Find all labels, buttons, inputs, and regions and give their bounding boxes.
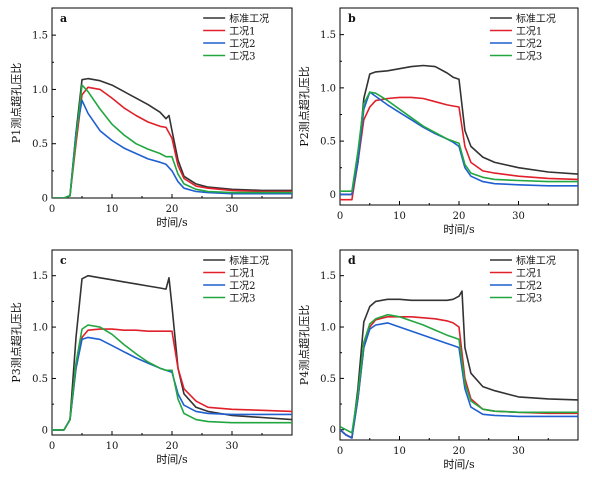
panel-a: 0 10 20 30 0 0.5 1.0 1.5 时间/s P1测点超孔压比 a 标准工况工况1工况2…: [9, 7, 293, 229]
legend-label: 标准工况: [516, 255, 556, 267]
legend-label: 工况1: [516, 26, 542, 38]
x-axis-label: 时间/s: [156, 216, 188, 229]
x-tick-label: 0: [49, 441, 55, 452]
series-line: [52, 336, 292, 431]
legend-label: 标准工况: [229, 255, 269, 267]
panel-letter: c: [60, 254, 67, 267]
y-tick-label: 0.5: [320, 374, 336, 385]
y-tick-label: 0: [42, 425, 48, 436]
panel-letter: b: [348, 12, 356, 25]
y-tick-label: 0: [42, 194, 48, 205]
x-axis-label: 时间/s: [443, 223, 475, 236]
x-tick-label: 20: [166, 441, 179, 452]
x-tick-label: 10: [106, 441, 119, 452]
series-line: [52, 99, 292, 198]
x-axis-label: 时间/s: [156, 453, 188, 466]
y-axis-label: P1测点超孔压比: [9, 63, 23, 143]
y-tick-label: 1.0: [32, 85, 48, 96]
panel-c: 0 10 20 30 0 0.5 1.0 1.5 时间/s P3测点超孔压比 c 标准工况工况1工况2…: [9, 249, 293, 466]
x-axis-label: 时间/s: [443, 458, 475, 471]
x-tick-label: 20: [453, 446, 466, 457]
y-axis-label: P3测点超孔压比: [9, 302, 23, 382]
panel-letter: d: [348, 254, 356, 267]
legend-label: 工况2: [516, 38, 542, 50]
y-tick-label: 1.5: [320, 271, 336, 282]
x-tick-label: 0: [337, 446, 343, 457]
legend-label: 工况2: [516, 280, 542, 292]
series-group: [340, 290, 578, 439]
series-line: [52, 86, 292, 198]
series-line: [52, 274, 292, 431]
y-axis-label: P2测点超孔压比: [297, 66, 311, 146]
y-tick-label: 0: [330, 425, 336, 436]
panel-b: 0 10 20 30 0 0.5 1.0 1.5 时间/s P2测点超孔压比 b 标准工况工况1工况2…: [297, 7, 579, 236]
legend-label: 工况3: [516, 293, 542, 305]
panel-d: 0 10 20 30 0 0.5 1.0 1.5 时间/s P4测点超孔压比 d 标准工况工况1工况2…: [297, 249, 579, 471]
plot-frame: [51, 249, 293, 436]
y-tick-label: 1.5: [320, 30, 336, 41]
legend-label: 工况2: [229, 280, 255, 292]
legend-label: 工况2: [229, 38, 255, 50]
y-tick-label: 1.5: [32, 271, 48, 282]
legend-label: 工况3: [229, 51, 255, 63]
series-group: [52, 77, 292, 198]
x-tick-label: 0: [49, 204, 55, 215]
x-tick-label: 30: [226, 441, 239, 452]
x-tick-label: 10: [106, 204, 119, 215]
x-tick-label: 30: [512, 446, 525, 457]
y-tick-label: 1.0: [32, 323, 48, 334]
legend-label: 标准工况: [229, 13, 269, 25]
series-line: [340, 91, 578, 192]
series-line: [340, 290, 578, 439]
series-group: [340, 64, 578, 201]
y-tick-label: 0.5: [32, 374, 48, 385]
x-tick-label: 30: [226, 204, 239, 215]
x-tick-label: 20: [453, 211, 466, 222]
series-line: [340, 91, 578, 196]
series-line: [52, 324, 292, 431]
series-line: [340, 313, 578, 434]
x-tick-label: 10: [393, 446, 406, 457]
panel-letter: a: [60, 12, 67, 25]
y-tick-label: 1.0: [320, 83, 336, 94]
plot-frame: [51, 7, 293, 199]
y-tick-label: 0.5: [32, 139, 48, 150]
series-group: [52, 274, 292, 431]
series-line: [340, 64, 578, 196]
legend-label: 工况1: [229, 268, 255, 280]
legend-label: 工况3: [516, 51, 542, 63]
x-tick-label: 20: [166, 204, 179, 215]
x-tick-label: 10: [393, 211, 406, 222]
y-tick-label: 1.5: [32, 31, 48, 42]
y-axis-label: P4测点超孔压比: [297, 305, 311, 385]
y-tick-label: 1.0: [320, 323, 336, 334]
legend-label: 标准工况: [516, 13, 556, 25]
y-tick-label: 0: [330, 190, 336, 201]
series-line: [52, 84, 292, 198]
legend-label: 工况1: [516, 268, 542, 280]
series-line: [340, 315, 578, 439]
legend-label: 工况1: [229, 26, 255, 38]
legend-label: 工况3: [229, 293, 255, 305]
x-tick-label: 0: [337, 211, 343, 222]
y-tick-label: 0.5: [320, 137, 336, 148]
x-tick-label: 30: [512, 211, 525, 222]
